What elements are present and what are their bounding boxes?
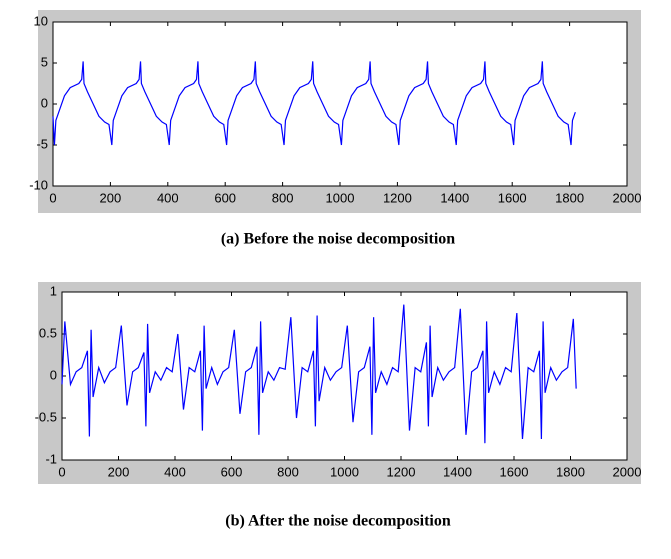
- x-tick-label: 1200: [387, 464, 416, 479]
- y-tick-label: -10: [29, 177, 48, 192]
- y-tick-label: 0: [50, 367, 57, 382]
- x-tick-label: 400: [164, 464, 186, 479]
- signal-line: [61, 304, 577, 444]
- y-tick-label: 10: [34, 13, 48, 28]
- signal-line: [52, 61, 576, 146]
- caption: (a) Before the noise decomposition: [221, 231, 455, 248]
- plot-area: [52, 21, 628, 187]
- y-tick-label: -0.5: [35, 409, 57, 424]
- x-tick-label: 800: [272, 190, 294, 205]
- x-tick-label: 1000: [326, 190, 355, 205]
- y-tick-label: 5: [41, 54, 48, 69]
- y-tick-label: 0: [41, 95, 48, 110]
- x-tick-label: 1400: [443, 464, 472, 479]
- x-tick-label: 400: [157, 190, 179, 205]
- y-tick-label: 0.5: [39, 325, 57, 340]
- x-tick-label: 1400: [440, 190, 469, 205]
- x-tick-label: 1600: [498, 190, 527, 205]
- x-tick-label: 2000: [613, 464, 642, 479]
- x-tick-label: 200: [108, 464, 130, 479]
- x-tick-label: 600: [221, 464, 243, 479]
- x-tick-label: 2000: [613, 190, 642, 205]
- plot-area: [61, 291, 628, 461]
- x-tick-label: 1600: [500, 464, 529, 479]
- x-tick-label: 600: [214, 190, 236, 205]
- y-tick-label: -1: [45, 451, 57, 466]
- x-tick-label: 1800: [555, 190, 584, 205]
- x-tick-label: 0: [58, 464, 65, 479]
- x-tick-label: 800: [277, 464, 299, 479]
- x-tick-label: 0: [49, 190, 56, 205]
- y-tick-label: -5: [36, 136, 48, 151]
- y-tick-label: 1: [50, 283, 57, 298]
- x-tick-label: 1000: [330, 464, 359, 479]
- x-tick-label: 200: [100, 190, 122, 205]
- x-tick-label: 1800: [556, 464, 585, 479]
- caption: (b) After the noise decomposition: [225, 513, 451, 530]
- x-tick-label: 1200: [383, 190, 412, 205]
